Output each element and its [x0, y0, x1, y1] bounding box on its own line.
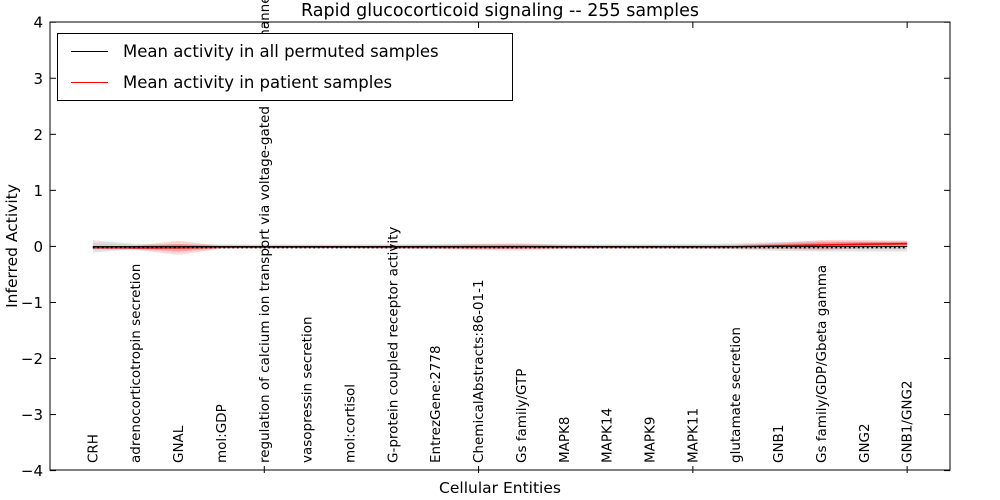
y-tick-label: −2 [21, 350, 43, 368]
x-tick-label: GNAL [171, 425, 187, 463]
y-axis-label: Inferred Activity [3, 184, 21, 308]
y-tick-label: −3 [21, 406, 43, 424]
x-tick-label: GNB1/GNG2 [900, 380, 916, 463]
y-tick-label: 3 [33, 70, 43, 88]
y-tick-label: −4 [21, 462, 43, 480]
y-tick-label: 0 [33, 238, 43, 256]
x-axis-label: Cellular Entities [439, 479, 561, 497]
x-tick-label: adrenocorticotropin secretion [128, 264, 144, 463]
x-tick-label: Gs family/GTP [514, 369, 530, 463]
x-tick-label: glutamate secretion [728, 327, 744, 463]
x-tick-label: ChemicalAbstracts:86-01-1 [471, 279, 487, 463]
legend-item-permuted: Mean activity in all permuted samples [58, 42, 512, 61]
x-tick-label: mol:GDP [214, 404, 230, 463]
x-tick-label: Gs family/GDP/Gbeta gamma [814, 265, 830, 463]
x-tick-label: G-protein coupled receptor activity [385, 227, 401, 463]
x-tick-label: GNG2 [857, 423, 873, 463]
chart-title: Rapid glucocorticoid signaling -- 255 sa… [301, 1, 699, 21]
y-tick-label: −1 [21, 294, 43, 312]
x-tick-label: MAPK11 [685, 408, 701, 463]
x-tick-label: MAPK14 [600, 408, 616, 463]
x-tick-label: EntrezGene:2778 [428, 345, 444, 463]
x-tick-label: GNB1 [771, 425, 787, 463]
legend-label-patient: Mean activity in patient samples [123, 73, 393, 92]
legend: Mean activity in all permuted samples Me… [57, 33, 513, 101]
x-tick-label: MAPK8 [557, 417, 573, 463]
legend-line-black [71, 51, 108, 52]
legend-line-red [71, 82, 108, 83]
x-tick-label: CRH [85, 434, 101, 463]
x-tick-label: regulation of calcium ion transport via … [257, 0, 273, 463]
y-tick-label: 1 [33, 182, 43, 200]
legend-item-patient: Mean activity in patient samples [58, 73, 512, 92]
x-tick-label: mol:cortisol [343, 384, 359, 463]
y-tick-label: 4 [33, 14, 43, 32]
x-tick-label: vasopressin secretion [300, 316, 316, 463]
x-tick-label: MAPK9 [643, 417, 659, 463]
legend-label-permuted: Mean activity in all permuted samples [123, 42, 439, 61]
y-tick-label: 2 [33, 126, 43, 144]
